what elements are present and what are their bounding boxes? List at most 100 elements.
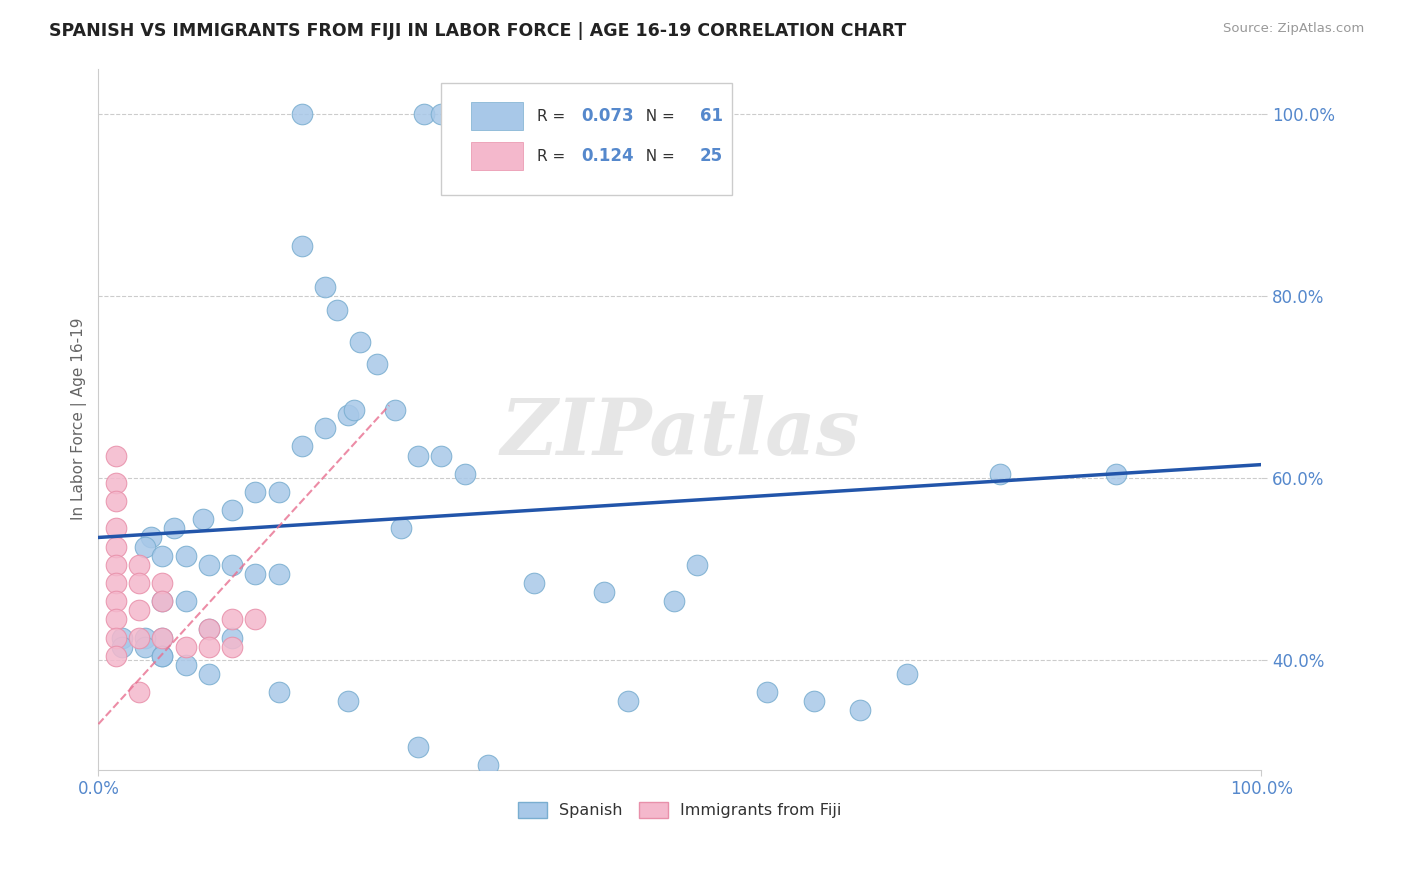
FancyBboxPatch shape [441,83,733,194]
Point [104,576,127,591]
Point [150,594,173,608]
Point [413,107,436,121]
Point [150,594,173,608]
Point [134,631,156,645]
Point [163,521,186,535]
Text: 0.073: 0.073 [581,107,634,125]
Point [366,358,388,372]
Point [343,403,366,417]
Point [150,648,173,663]
Point [756,685,779,699]
Point [128,576,150,591]
Text: R =: R = [537,149,569,163]
Point [150,576,173,591]
Point [139,531,162,545]
Point [314,280,336,294]
Legend: Spanish, Immigrants from Fiji: Spanish, Immigrants from Fiji [512,796,848,825]
Point [662,594,685,608]
Point [150,648,173,663]
Point [128,558,150,572]
Point [686,558,709,572]
Point [267,566,290,581]
Point [221,612,243,626]
Point [198,622,221,636]
Point [896,667,918,681]
Point [406,449,429,463]
Point [104,558,127,572]
Point [221,640,243,654]
Point [150,549,173,563]
Point [616,694,638,708]
Point [198,640,221,654]
Point [430,449,453,463]
Point [803,694,825,708]
Point [454,467,477,481]
Point [104,631,127,645]
Text: 25: 25 [700,147,723,165]
Point [406,739,429,754]
Point [245,566,267,581]
Point [337,408,360,422]
Point [245,612,267,626]
Point [150,631,173,645]
Point [221,503,243,517]
Point [174,657,197,672]
Point [1105,467,1128,481]
Point [174,594,197,608]
Point [128,631,150,645]
Point [523,576,546,591]
FancyBboxPatch shape [471,103,523,130]
Point [104,475,127,490]
Point [849,703,872,717]
Text: N =: N = [636,109,679,124]
Point [134,640,156,654]
Point [430,107,453,121]
Point [471,107,494,121]
Point [221,631,243,645]
Point [291,107,314,121]
FancyBboxPatch shape [471,142,523,170]
Point [389,521,412,535]
Point [174,640,197,654]
Point [349,334,371,349]
Point [134,540,156,554]
Point [104,521,127,535]
Point [291,439,314,453]
Point [104,648,127,663]
Point [198,667,221,681]
Point [326,302,349,317]
Point [174,549,197,563]
Point [337,694,360,708]
Point [245,484,267,499]
Point [488,107,510,121]
Text: Source: ZipAtlas.com: Source: ZipAtlas.com [1223,22,1364,36]
Point [150,631,173,645]
Point [191,512,214,526]
Point [128,603,150,617]
Point [384,403,406,417]
Text: ZIPatlas: ZIPatlas [501,395,859,471]
Point [104,612,127,626]
Point [110,631,132,645]
Point [267,484,290,499]
Point [477,758,499,772]
Text: R =: R = [537,109,569,124]
Point [198,622,221,636]
Point [314,421,336,435]
Point [104,594,127,608]
Point [104,449,127,463]
Point [110,640,132,654]
Point [104,494,127,508]
Point [128,685,150,699]
Point [988,467,1011,481]
Point [465,107,488,121]
Text: 61: 61 [700,107,723,125]
Point [104,540,127,554]
Point [221,558,243,572]
Text: 0.124: 0.124 [581,147,634,165]
Y-axis label: In Labor Force | Age 16-19: In Labor Force | Age 16-19 [72,318,87,520]
Text: N =: N = [636,149,679,163]
Point [291,239,314,253]
Point [267,685,290,699]
Text: SPANISH VS IMMIGRANTS FROM FIJI IN LABOR FORCE | AGE 16-19 CORRELATION CHART: SPANISH VS IMMIGRANTS FROM FIJI IN LABOR… [49,22,907,40]
